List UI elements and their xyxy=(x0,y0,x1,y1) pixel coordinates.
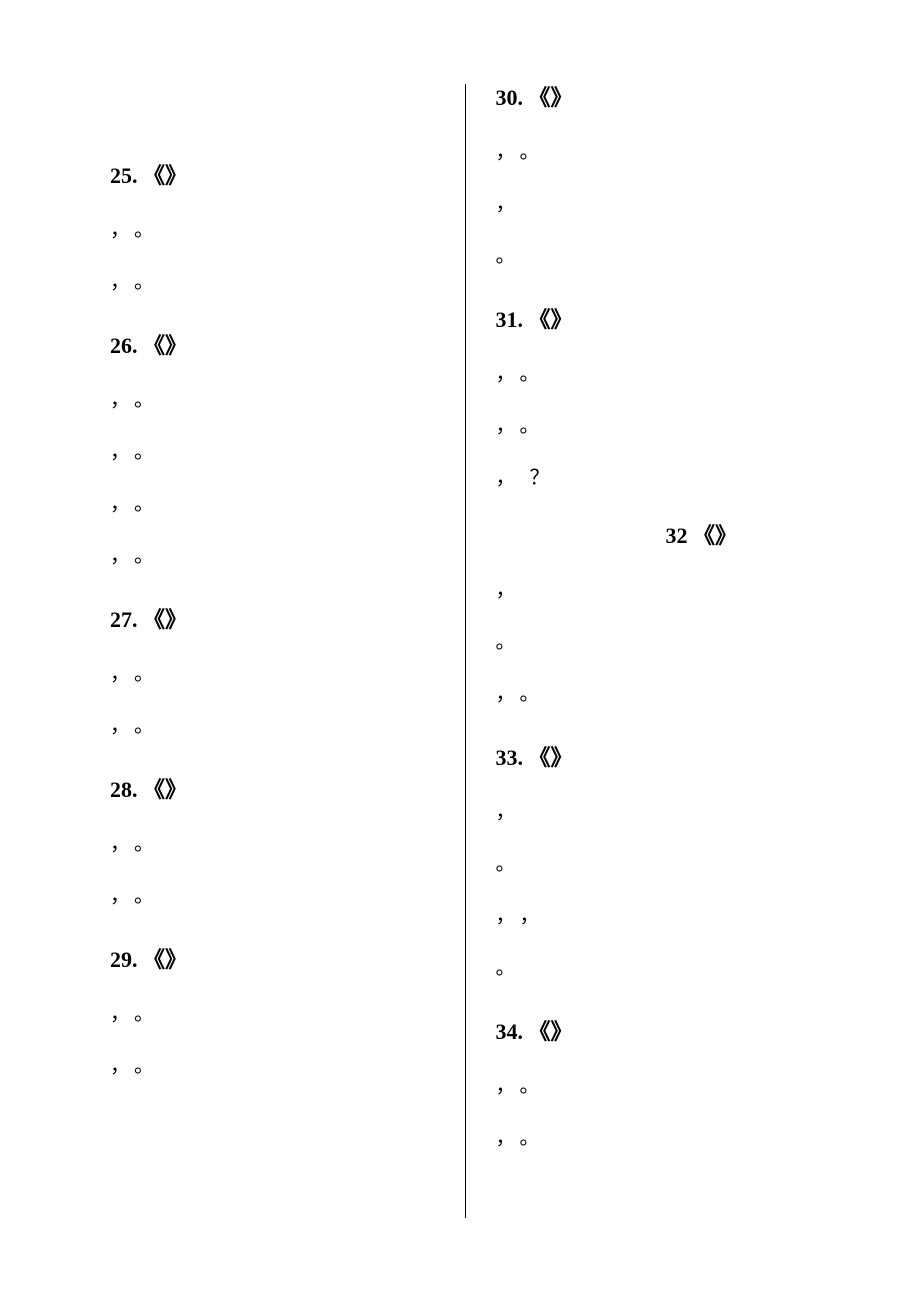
marks-line: ， xyxy=(496,194,821,214)
item-heading-33: 33. 《》 xyxy=(496,740,821,772)
marks-line: ，。 xyxy=(496,142,821,162)
marks-line: 。 xyxy=(496,246,821,266)
item-brackets: 《》 xyxy=(529,85,573,110)
marks-line: ， xyxy=(496,802,821,822)
item-number: 29. xyxy=(110,947,138,972)
marks-line: ，。 xyxy=(110,220,435,240)
item-heading-32: 32 《》 xyxy=(496,518,821,550)
marks-line: ，。 xyxy=(110,272,435,292)
marks-line: ，。 xyxy=(110,886,435,906)
marks-line: ，。 xyxy=(110,716,435,736)
marks-line: ，。 xyxy=(496,364,821,384)
marks-line: ，。 xyxy=(496,684,821,704)
item-brackets: 《》 xyxy=(143,163,187,188)
item-brackets: 《》 xyxy=(529,1019,573,1044)
marks-line: ，。 xyxy=(110,1056,435,1076)
marks-line: ，。 xyxy=(110,664,435,684)
marks-line: ，。 xyxy=(110,442,435,462)
item-heading-28: 28. 《》 xyxy=(110,772,435,804)
item-heading-26: 26. 《》 xyxy=(110,328,435,360)
document-page: 25. 《》 ，。 ，。 26. 《》 ，。 ，。 ，。 ，。 27. 《》 ，… xyxy=(0,0,920,1302)
marks-line: ，。 xyxy=(110,1004,435,1024)
item-number: 25. xyxy=(110,163,138,188)
item-heading-34: 34. 《》 xyxy=(496,1014,821,1046)
item-brackets: 《》 xyxy=(529,745,573,770)
marks-line: ，， xyxy=(496,906,821,926)
item-heading-31: 31. 《》 xyxy=(496,302,821,334)
marks-line: 。 xyxy=(496,854,821,874)
marks-line: ，。 xyxy=(110,494,435,514)
item-number: 30. xyxy=(496,85,524,110)
item-number: 33. xyxy=(496,745,524,770)
item-number: 31. xyxy=(496,307,524,332)
marks-line: ，？ xyxy=(496,468,821,488)
marks-line: ，。 xyxy=(496,1076,821,1096)
item-brackets: 《》 xyxy=(143,607,187,632)
item-heading-29: 29. 《》 xyxy=(110,942,435,974)
right-column: 30. 《》 ，。 ， 。 31. 《》 ，。 ，。 ，？ 32 《》 ， 。 … xyxy=(466,80,821,1222)
item-brackets: 《》 xyxy=(143,777,187,802)
item-number: 32 xyxy=(666,523,688,548)
item-brackets: 《》 xyxy=(143,947,187,972)
marks-line: ，。 xyxy=(110,546,435,566)
item-brackets: 《》 xyxy=(143,333,187,358)
marks-line: 。 xyxy=(496,958,821,978)
item-number: 27. xyxy=(110,607,138,632)
item-heading-27: 27. 《》 xyxy=(110,602,435,634)
marks-line: ，。 xyxy=(110,834,435,854)
item-heading-30: 30. 《》 xyxy=(496,80,821,112)
marks-line: ，。 xyxy=(496,1128,821,1148)
left-column: 25. 《》 ，。 ，。 26. 《》 ，。 ，。 ，。 ，。 27. 《》 ，… xyxy=(110,80,465,1222)
item-brackets: 《》 xyxy=(693,523,737,548)
marks-line: ， xyxy=(496,580,821,600)
marks-line: 。 xyxy=(496,632,821,652)
marks-line: ，。 xyxy=(496,416,821,436)
item-number: 34. xyxy=(496,1019,524,1044)
marks-line: ，。 xyxy=(110,390,435,410)
item-brackets: 《》 xyxy=(529,307,573,332)
item-number: 26. xyxy=(110,333,138,358)
item-number: 28. xyxy=(110,777,138,802)
item-heading-25: 25. 《》 xyxy=(110,158,435,190)
